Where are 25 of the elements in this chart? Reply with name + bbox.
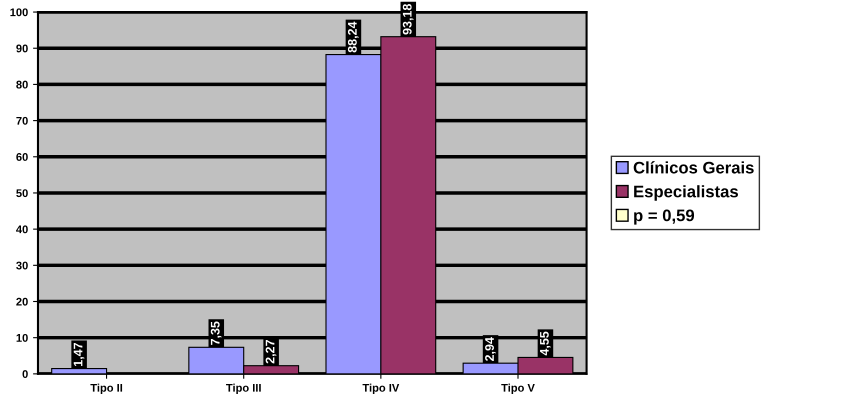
y-tick-label: 0 [22,370,28,378]
y-tick-label: 80 [16,80,28,89]
y-tick-label: 50 [16,189,28,198]
y-tick-label: 10 [16,334,28,342]
y-tick-label: 20 [16,298,28,306]
legend-label: Clínicos Gerais [634,161,754,174]
data-label: 1,47 [74,342,84,366]
data-label: 4,55 [540,332,551,356]
data-label: 2,94 [485,337,496,361]
legend-label: Especialistas [634,185,738,201]
data-label: 88,24 [348,22,359,52]
y-tick-label: 90 [16,44,28,52]
y-tick-label: 60 [16,153,28,161]
y-tick-label: 70 [16,116,28,125]
x-tick-label: Tipo II [90,384,122,394]
x-tick-label: Tipo IV [362,384,400,394]
data-label: 7,35 [210,321,222,345]
x-tick-label: Tipo V [501,384,535,394]
y-tick-label: 30 [16,262,28,270]
legend-label: p = 0,59 [634,210,694,225]
data-label: 2,27 [266,340,276,364]
y-tick-label: 40 [16,225,28,234]
x-tick-label: Tipo III [226,384,261,394]
data-label: 93,18 [402,4,414,34]
y-tick-label: 100 [10,8,28,16]
